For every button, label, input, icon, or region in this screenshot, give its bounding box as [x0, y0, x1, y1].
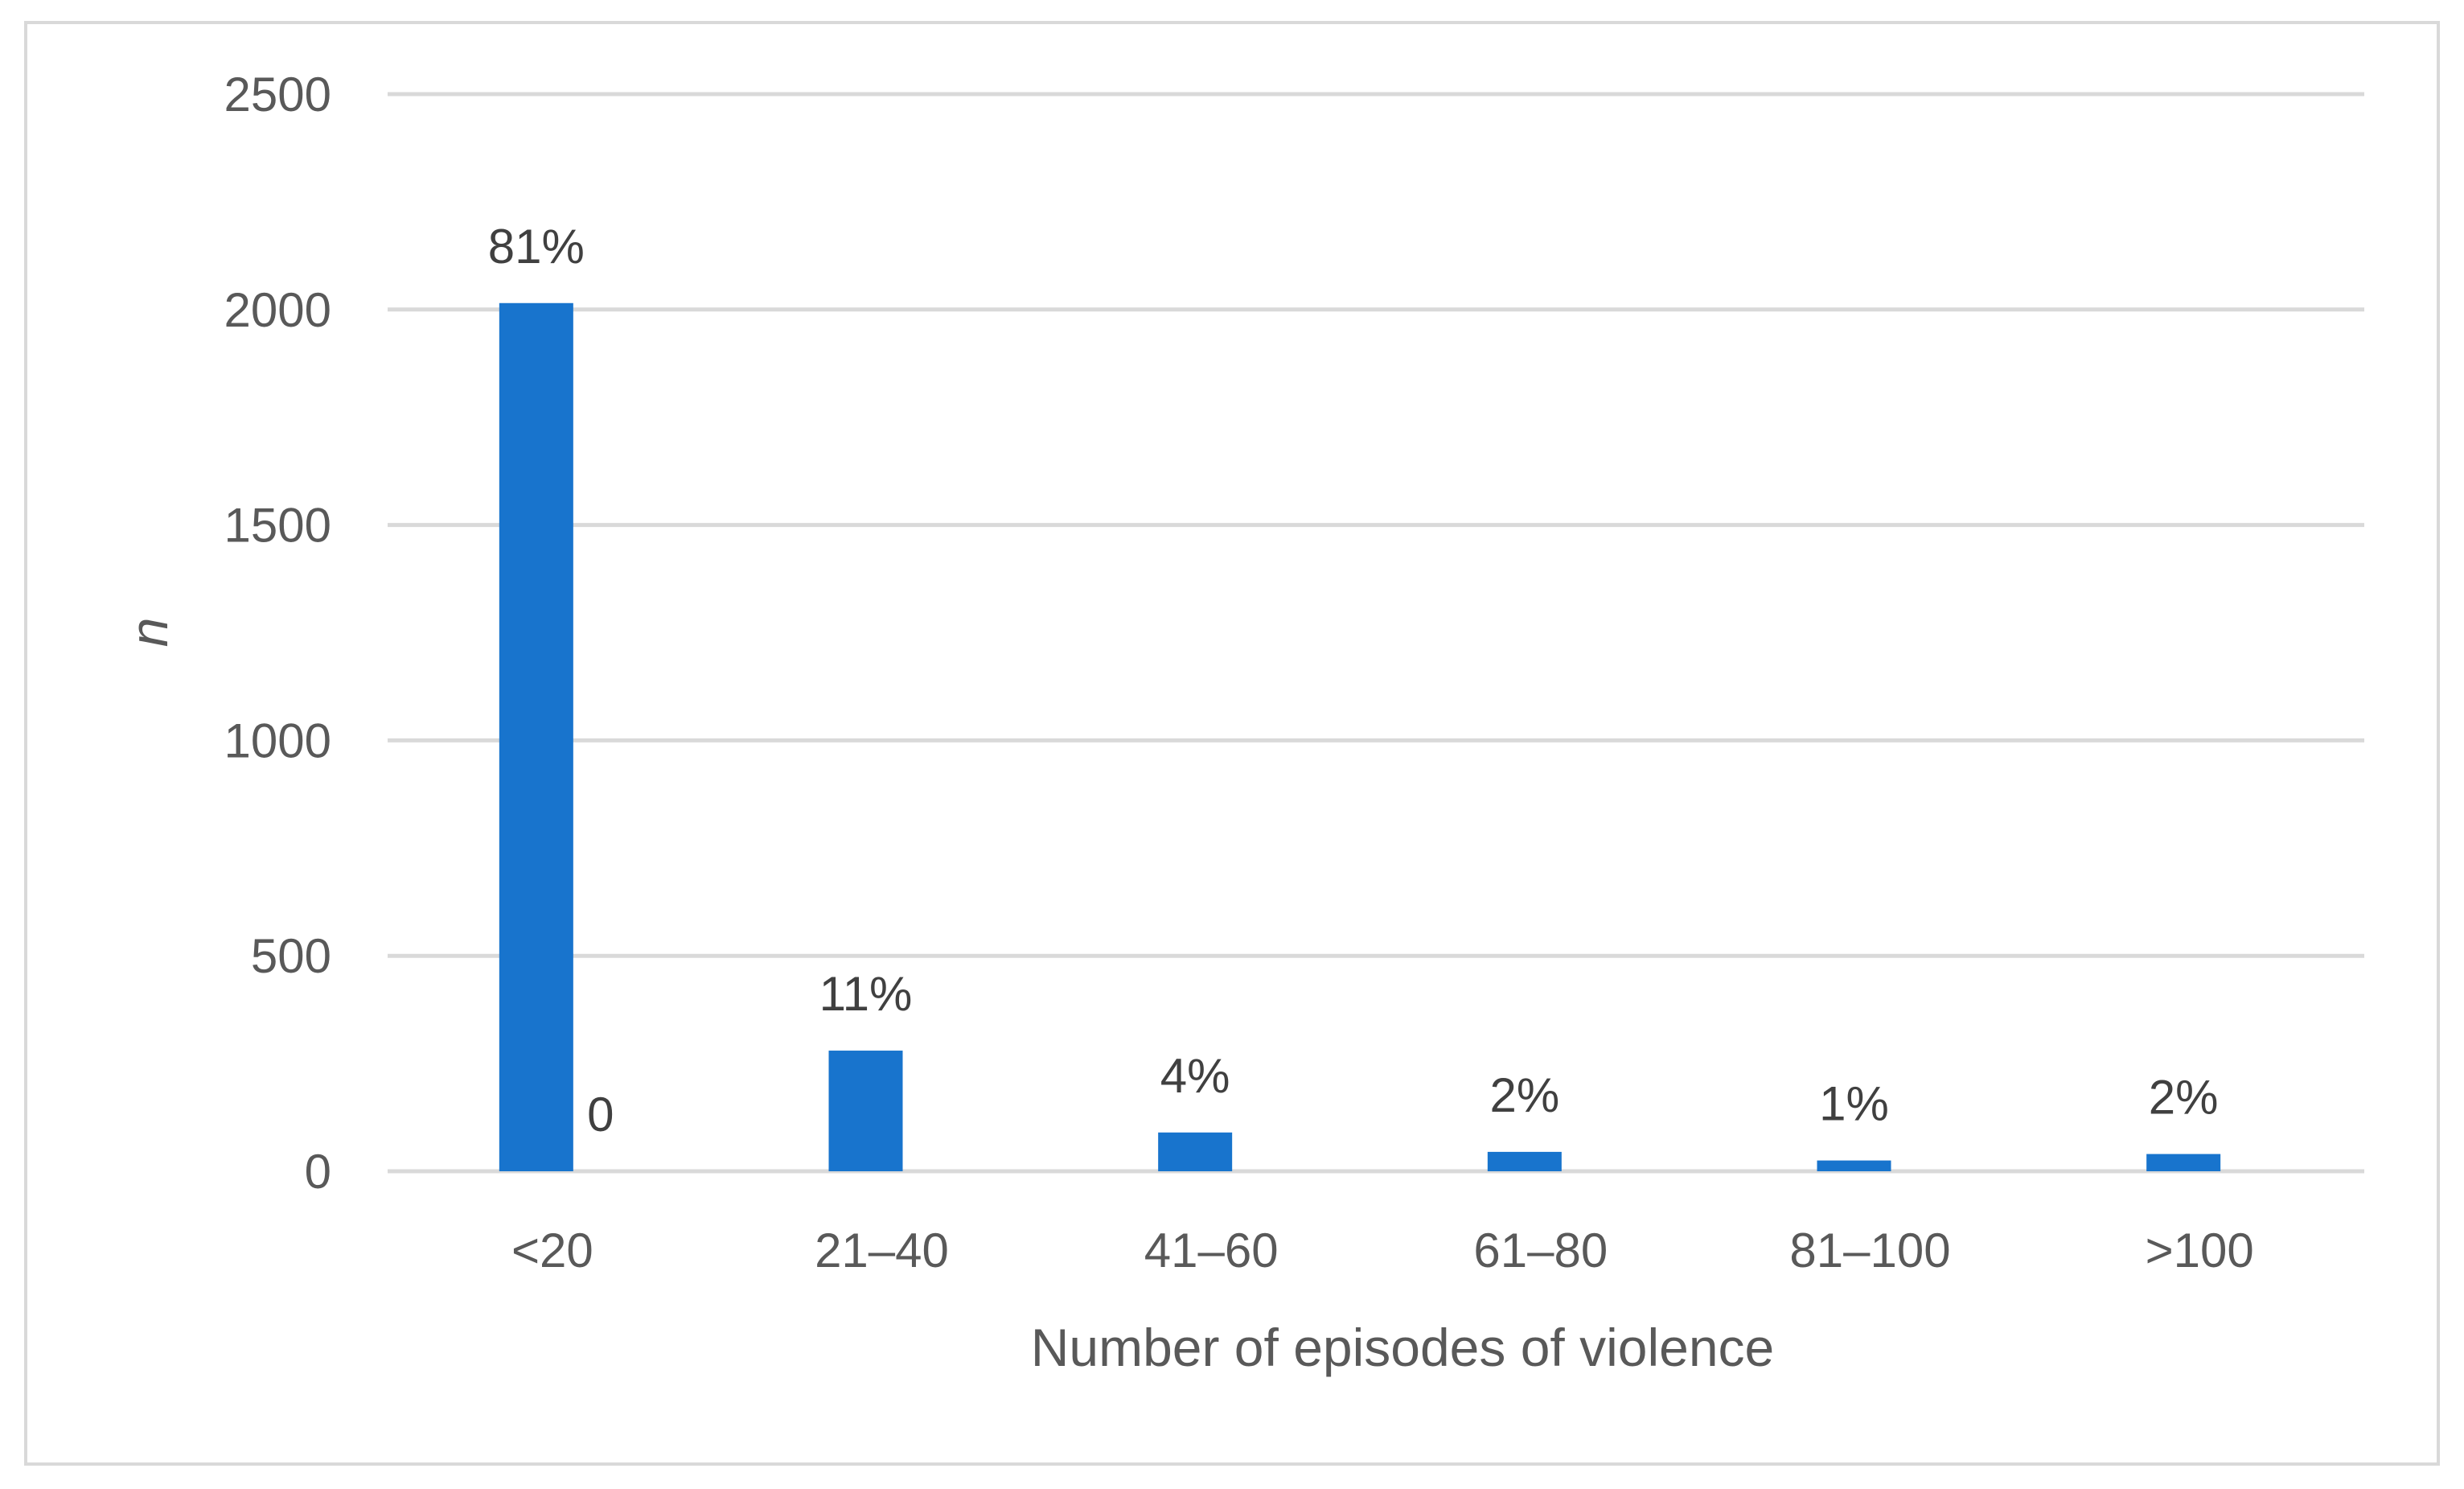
- bar: [1487, 1151, 1562, 1171]
- bar: [2146, 1154, 2221, 1171]
- bar: [828, 1051, 903, 1171]
- data-label: 11%: [819, 967, 913, 1021]
- x-tick-label: 21–40: [815, 1224, 949, 1277]
- y-tick-label: 500: [251, 929, 331, 983]
- y-tick-label: 0: [305, 1145, 331, 1199]
- y-tick-label: 2000: [224, 283, 331, 337]
- bar: [1158, 1132, 1233, 1171]
- data-label: 1%: [1819, 1077, 1889, 1131]
- y-axis-title: n: [119, 618, 179, 648]
- y-axis-tick-labels: 0 500 1000 1500 2000 2500: [224, 68, 331, 1199]
- x-tick-label: >100: [2146, 1224, 2254, 1277]
- x-tick-label: <20: [511, 1224, 593, 1277]
- y-tick-label: 2500: [224, 68, 331, 121]
- data-label: 4%: [1160, 1049, 1230, 1103]
- bar: [1817, 1160, 1891, 1171]
- y-tick-label: 1000: [224, 714, 331, 767]
- x-tick-label: 41–60: [1144, 1224, 1279, 1277]
- data-label: 81%: [488, 220, 585, 274]
- bars: [499, 302, 2221, 1171]
- data-label: 2%: [2149, 1071, 2219, 1125]
- gridlines: [388, 92, 2364, 1174]
- data-label: 0: [587, 1088, 614, 1141]
- x-tick-label: 81–100: [1789, 1224, 1950, 1277]
- x-axis-title: Number of episodes of violence: [1031, 1318, 1775, 1377]
- x-tick-label: 61–80: [1473, 1224, 1608, 1277]
- chart-frame: [24, 21, 2440, 1466]
- y-tick-label: 1500: [224, 499, 331, 553]
- data-label: 2%: [1489, 1068, 1559, 1122]
- data-labels: 81% 11% 4% 2% 1% 2% 0: [488, 220, 2219, 1141]
- bar: [499, 302, 573, 1171]
- x-axis-tick-labels: <20 21–40 41–60 61–80 81–100 >100: [511, 1224, 2254, 1277]
